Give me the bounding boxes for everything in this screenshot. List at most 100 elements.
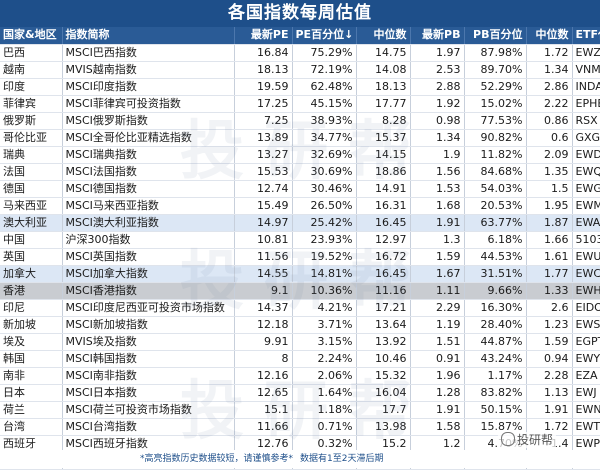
cell-etf-code: EWG: [572, 180, 600, 198]
cell-pb-percentile: 9.66%: [464, 282, 527, 300]
cell-country: 荷兰: [0, 401, 63, 419]
cell-pe: 16.84: [234, 44, 293, 62]
table-row: 韩国 MSCI韩国指数 8 2.24% 10.46 0.91 43.24% 0.94 EWY: [0, 350, 600, 368]
table-row: 台湾 MSCI台湾指数 11.66 0.71% 13.98 1.58 15.87% 1.72 E…: [0, 418, 600, 436]
cell-pb: 2.29: [410, 299, 465, 317]
cell-country: 澳大利亚: [0, 214, 63, 232]
cell-pb-percentile: 43.24%: [464, 350, 527, 368]
cell-index-name: MSCI澳大利亚指数: [62, 214, 235, 232]
cell-etf-code: EWD: [572, 146, 600, 164]
cell-pb-percentile: 52.29%: [464, 78, 527, 96]
cell-pe-percentile: 62.48%: [292, 78, 357, 96]
header-pe-percentile: PE百分位↓: [292, 27, 357, 45]
table-row: 英国 MSCI英国指数 11.56 19.52% 16.72 1.59 44.53% 1.61…: [0, 248, 600, 266]
cell-pe-percentile: 30.46%: [292, 180, 357, 198]
cell-pe: 8: [234, 350, 293, 368]
cell-pe-percentile: 14.81%: [292, 265, 357, 283]
cell-country: 香港: [0, 282, 63, 300]
footer-note-highlight: *高亮指数历史数据较短，请谨慎参考*: [140, 454, 294, 464]
cell-index-name: MSCI台湾指数: [62, 418, 235, 436]
cell-pb: 1.96: [410, 367, 465, 385]
cell-pb-percentile: 54.03%: [464, 180, 527, 198]
cell-country: 韩国: [0, 350, 63, 368]
cell-etf-code: EWY: [572, 350, 600, 368]
cell-etf-code: EWQ: [572, 163, 600, 181]
cell-pe: 19.59: [234, 78, 293, 96]
cell-country: 台湾: [0, 418, 63, 436]
cell-pe-percentile: 0.71%: [292, 418, 357, 436]
cell-pb-median: 1.13: [526, 384, 573, 402]
cell-pe-median: 17.21: [356, 299, 411, 317]
cell-pb-median: 0.86: [526, 112, 573, 130]
cell-pb-percentile: 89.70%: [464, 61, 527, 79]
cell-pe-percentile: 3.71%: [292, 316, 357, 334]
cell-pb: 1.91: [410, 214, 465, 232]
cell-pe: 14.97: [234, 214, 293, 232]
cell-pe-percentile: 34.77%: [292, 129, 357, 147]
cell-pb-median: 2.09: [526, 146, 573, 164]
cell-pe: 9.1: [234, 282, 293, 300]
cell-pe-median: 16.72: [356, 248, 411, 266]
cell-pe-median: 18.86: [356, 163, 411, 181]
cell-pb-percentile: 87.98%: [464, 44, 527, 62]
brand-label: 投研帮: [516, 433, 553, 447]
header-pe: 最新PE: [234, 27, 293, 45]
table-row: 澳大利亚 MSCI澳大利亚指数 14.97 25.42% 16.45 1.91 63.77%…: [0, 214, 600, 232]
cell-pb-median: 2.6: [526, 299, 573, 317]
cell-pb-percentile: 15.87%: [464, 418, 527, 436]
cell-country: 德国: [0, 180, 63, 198]
cell-pb-percentile: 77.53%: [464, 112, 527, 130]
cell-index-name: MSCI法国指数: [62, 163, 235, 181]
cell-etf-code: EWC: [572, 265, 600, 283]
cell-pb: 1.19: [410, 316, 465, 334]
cell-pe-percentile: 72.19%: [292, 61, 357, 79]
cell-pb-percentile: 20.53%: [464, 197, 527, 215]
header-pb-percentile: PB百分位: [464, 27, 527, 45]
cell-etf-code: EWM: [572, 197, 600, 215]
cell-pe-percentile: 1.64%: [292, 384, 357, 402]
cell-pe-median: 13.98: [356, 418, 411, 436]
cell-pb: 1.28: [410, 384, 465, 402]
cell-pb-percentile: 15.02%: [464, 95, 527, 113]
cell-pe: 9.91: [234, 333, 293, 351]
cell-pe-median: 15.32: [356, 367, 411, 385]
cell-pe-median: 16.31: [356, 197, 411, 215]
cell-etf-code: EWH: [572, 282, 600, 300]
cell-index-name: MSCI德国指数: [62, 180, 235, 198]
cell-pb-percentile: 63.77%: [464, 214, 527, 232]
cell-pb: 1.56: [410, 163, 465, 181]
page-title: 各国指数每周估值: [0, 0, 600, 27]
cell-pe-median: 11.16: [356, 282, 411, 300]
cell-index-name: MSCI瑞典指数: [62, 146, 235, 164]
cell-pb-median: 1.35: [526, 163, 573, 181]
cell-pe: 13.89: [234, 129, 293, 147]
cell-etf-code: RSX: [572, 112, 600, 130]
header-country: 国家&地区: [0, 27, 63, 45]
cell-country: 中国: [0, 231, 63, 249]
cell-pb-percentile: 16.30%: [464, 299, 527, 317]
cell-etf-code: EWS: [572, 316, 600, 334]
cell-etf-code: EWJ: [572, 384, 600, 402]
cell-pe-median: 17.7: [356, 401, 411, 419]
table-row: 瑞典 MSCI瑞典指数 13.27 32.69% 14.15 1.9 11.82% 2.09 E…: [0, 146, 600, 164]
table-row: 中国 沪深300指数 10.81 23.93% 12.97 1.3 6.18% 1.66 510…: [0, 231, 600, 249]
cell-pe-median: 15.2: [356, 435, 411, 453]
cell-pb-percentile: 84.68%: [464, 163, 527, 181]
cell-etf-code: VNM: [572, 61, 600, 79]
cell-index-name: MSCI韩国指数: [62, 350, 235, 368]
cell-index-name: 沪深300指数: [62, 231, 235, 249]
cell-pe-percentile: 26.50%: [292, 197, 357, 215]
cell-index-name: MSCI日本指数: [62, 384, 235, 402]
cell-pe: 11.56: [234, 248, 293, 266]
cell-index-name: MSCI全哥伦比亚精选指数: [62, 129, 235, 147]
cell-etf-code: INDA: [572, 78, 600, 96]
cell-pb: 1.91: [410, 401, 465, 419]
cell-pe-median: 8.28: [356, 112, 411, 130]
cell-pb: 1.34: [410, 129, 465, 147]
cell-country: 巴西: [0, 44, 63, 62]
cell-pe: 12.65: [234, 384, 293, 402]
cell-pe: 15.53: [234, 163, 293, 181]
cell-pe: 14.37: [234, 299, 293, 317]
cell-index-name: MSCI香港指数: [62, 282, 235, 300]
